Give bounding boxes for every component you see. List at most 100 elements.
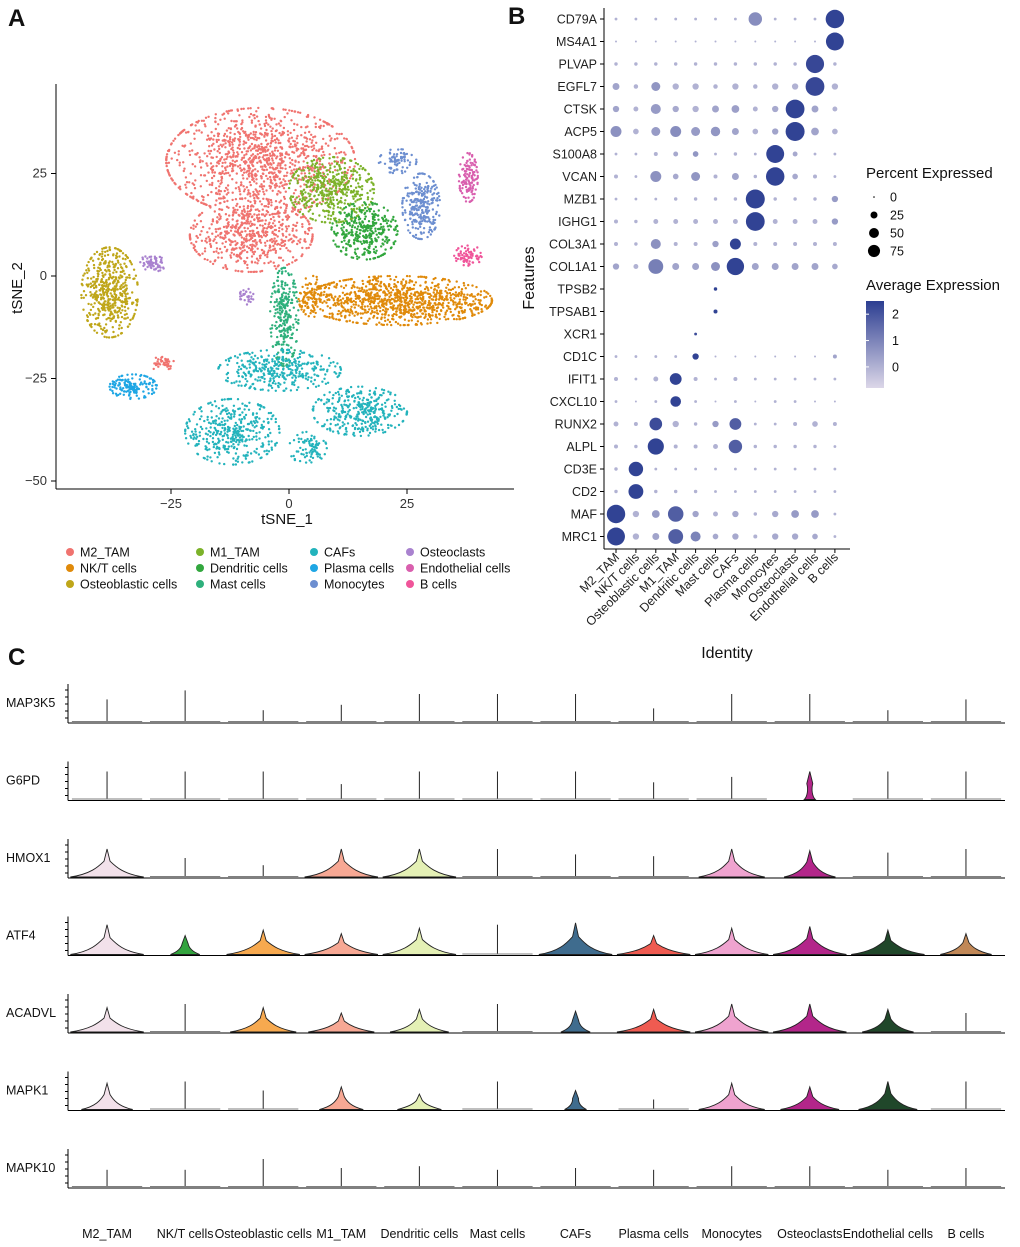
tsne-point xyxy=(390,297,394,301)
tsne-point xyxy=(90,303,93,306)
tsne-point xyxy=(215,415,218,418)
tsne-point xyxy=(310,376,313,379)
tsne-point xyxy=(345,253,348,256)
tsne-point xyxy=(293,172,296,176)
tsne-point xyxy=(227,127,230,130)
tsne-point xyxy=(264,146,267,149)
tsne-point xyxy=(267,428,271,431)
tsne-point xyxy=(228,214,231,217)
tsne-point xyxy=(304,191,307,194)
tsne-point xyxy=(321,309,325,312)
tsne-point xyxy=(468,302,472,306)
tsne-point xyxy=(368,288,371,291)
tsne-point xyxy=(316,198,319,201)
tsne-point xyxy=(340,150,343,154)
tsne-point xyxy=(341,181,344,184)
tsne-point xyxy=(269,327,272,330)
tsne-point xyxy=(477,312,480,315)
tsne-point xyxy=(363,311,367,314)
tsne-point xyxy=(471,284,474,287)
tsne-point xyxy=(380,245,383,248)
tsne-point xyxy=(312,147,316,150)
tsne-point xyxy=(386,318,390,321)
tsne-point xyxy=(348,224,352,227)
tsne-point xyxy=(256,262,259,265)
tsne-point xyxy=(302,148,305,151)
tsne-point xyxy=(229,229,233,232)
tsne-point xyxy=(214,203,217,207)
tsne-point xyxy=(202,202,205,205)
tsne-point xyxy=(332,198,335,202)
tsne-point xyxy=(296,134,299,138)
tsne-point xyxy=(227,112,230,115)
tsne-point xyxy=(266,255,269,259)
tsne-point xyxy=(234,269,237,272)
tsne-point xyxy=(289,172,292,175)
tsne-point xyxy=(406,286,409,290)
tsne-point xyxy=(435,310,439,313)
tsne-point xyxy=(287,225,290,228)
tsne-point xyxy=(340,196,343,200)
tsne-point xyxy=(460,309,464,312)
tsne-point xyxy=(203,152,206,155)
tsne-point xyxy=(371,188,374,191)
tsne-point xyxy=(182,161,185,164)
tsne-point xyxy=(345,296,349,299)
tsne-point xyxy=(421,312,425,315)
tsne-point xyxy=(119,332,123,335)
tsne-point xyxy=(227,109,231,113)
tsne-point xyxy=(261,252,265,255)
tsne-point xyxy=(218,202,222,205)
tsne-point xyxy=(357,182,360,185)
tsne-point xyxy=(247,133,251,137)
tsne-point xyxy=(464,287,467,290)
tsne-point xyxy=(295,371,298,375)
tsne-point xyxy=(217,145,220,148)
tsne-point xyxy=(303,300,307,303)
tsne-point xyxy=(252,114,255,117)
tsne-point xyxy=(376,227,380,231)
tsne-point xyxy=(116,306,119,309)
tsne-point xyxy=(250,245,254,249)
tsne-point xyxy=(271,166,274,169)
tsne-point xyxy=(277,425,281,428)
tsne-point xyxy=(219,433,222,436)
tsne-point xyxy=(337,245,340,248)
tsne-point xyxy=(363,212,366,216)
tsne-point xyxy=(405,274,409,278)
tsne-point xyxy=(210,223,213,226)
tsne-point xyxy=(325,194,328,197)
tsne-point xyxy=(280,348,283,351)
tsne-point xyxy=(259,241,263,244)
tsne-point xyxy=(333,147,336,150)
tsne-point xyxy=(269,331,273,334)
tsne-point xyxy=(231,191,234,194)
tsne-point xyxy=(437,298,441,301)
tsne-point xyxy=(311,188,314,192)
tsne-point xyxy=(302,152,305,155)
tsne-point xyxy=(236,230,239,234)
tsne-point xyxy=(371,300,374,303)
tsne-point xyxy=(122,285,126,288)
tsne-point xyxy=(331,315,334,318)
tsne-point xyxy=(241,209,244,213)
tsne-point xyxy=(395,285,398,289)
tsne-point xyxy=(304,232,307,235)
tsne-point xyxy=(324,142,328,145)
tsne-point xyxy=(173,151,177,154)
tsne-point xyxy=(287,179,291,183)
tsne-point xyxy=(404,280,408,283)
tsne-point xyxy=(111,306,114,309)
tsne-point xyxy=(283,115,286,119)
tsne-point xyxy=(274,442,277,446)
tsne-point xyxy=(190,123,193,127)
tsne-point xyxy=(198,417,202,421)
tsne-point xyxy=(213,134,216,137)
tsne-point xyxy=(336,156,339,159)
tsne-point xyxy=(289,197,292,200)
tsne-point xyxy=(372,248,376,251)
tsne-point xyxy=(296,300,299,303)
tsne-point xyxy=(219,236,222,239)
tsne-point xyxy=(332,207,335,210)
panel-label-b: B xyxy=(508,3,525,30)
